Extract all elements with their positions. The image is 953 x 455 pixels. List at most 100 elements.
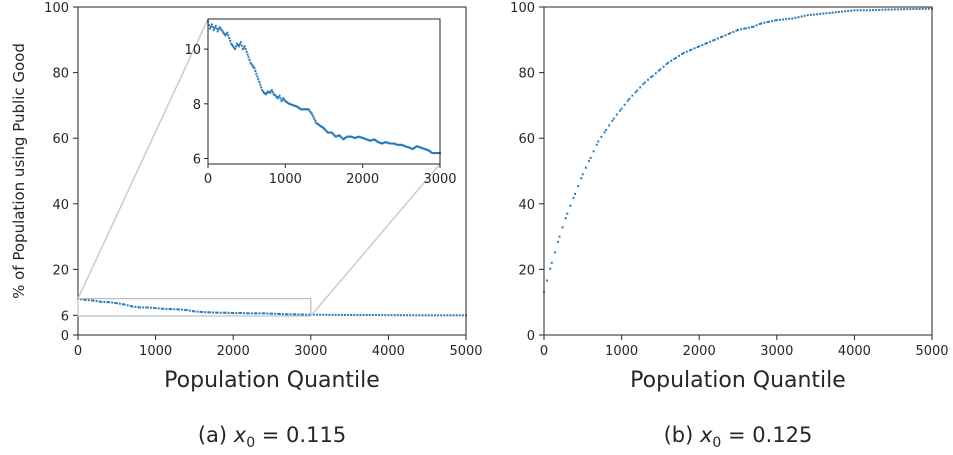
inset-data-point [237, 45, 240, 48]
panel-b-data-point [856, 9, 859, 12]
inset-data-point [282, 97, 285, 100]
inset-data-point [339, 135, 342, 138]
panel-b-data-point [716, 37, 719, 40]
panel-b-data-point [688, 49, 691, 52]
panel-a-ytick-label: 0 [61, 329, 69, 344]
panel-b-data-point [553, 251, 556, 254]
panel-a-xtick-label: 0 [74, 344, 82, 359]
inset-data-point [213, 26, 216, 29]
caption-b-eq: = 0.125 [721, 423, 812, 447]
panel-a-data-point [343, 313, 346, 316]
inset-data-point [244, 48, 247, 51]
panel-b-data-point [634, 91, 637, 94]
panel-a-data-point [316, 313, 319, 316]
inset-data-point [254, 69, 257, 72]
panel-a-data-point [412, 314, 415, 317]
panel-a-data-point [239, 312, 242, 315]
panel-b-data-point [631, 94, 634, 97]
panel-a-data-point [250, 312, 253, 315]
panel-a-data-point [312, 313, 315, 316]
panel-b-data-point [744, 27, 747, 30]
panel-a-data-point [145, 306, 148, 309]
panel-b-data-point [782, 18, 785, 21]
panel-b-data-point [822, 12, 825, 15]
panel-b-data-point [763, 21, 766, 24]
panel-a-data-point [92, 299, 95, 302]
inset-data-point [255, 72, 258, 75]
panel-b-data-point [837, 10, 840, 13]
panel-a-data-point [297, 313, 300, 316]
panel-a-data-point [154, 307, 157, 310]
inset-data-point [239, 41, 242, 44]
inset-data-point [218, 26, 221, 29]
inset-data-point [338, 134, 341, 137]
panel-a-data-point [381, 314, 384, 317]
panel-a-data-point [149, 306, 152, 309]
panel-a-ytick-label: 20 [52, 263, 69, 278]
inset-data-point [274, 94, 277, 97]
panel-b-ytick-label: 100 [510, 1, 535, 16]
panel-b-data-point [682, 51, 685, 54]
panel-a-ytick-label: 60 [52, 132, 69, 147]
caption-a-sub: 0 [246, 435, 255, 451]
panel-a-data-point [122, 303, 125, 306]
panel-a-data-point [180, 308, 183, 311]
panel-b-data-point [678, 54, 681, 57]
inset-data-point [209, 25, 212, 28]
panel-b-data-point [650, 76, 653, 79]
panel-a-data-point [328, 313, 331, 316]
panel-b-data-point [747, 26, 750, 29]
inset-data-point [227, 34, 230, 37]
inset-data-point [225, 33, 228, 36]
inset-data-point [248, 59, 251, 62]
panel-a-data-point [365, 313, 368, 316]
panel-a-data-point [219, 311, 222, 314]
panel-b-data-point [639, 86, 642, 89]
inset-data-point [257, 78, 260, 81]
panel-a-data-point [449, 314, 452, 317]
panel-b-data-point [670, 59, 673, 62]
panel-a-data-point [193, 310, 196, 313]
inset-data-point [208, 27, 211, 30]
panel-b-data-point [549, 267, 552, 270]
panel-a-data-point [168, 308, 171, 311]
panel-b-xlabel: Population Quantile [630, 368, 846, 393]
panel-a-zoom-indicator [77, 18, 441, 317]
inset-data-point [333, 134, 336, 137]
panel-a-data-point [281, 313, 284, 316]
panel-a-data-point [261, 312, 264, 315]
panel-a-data-point [331, 313, 334, 316]
panel-b-data-point [727, 32, 730, 35]
panel-a-data-point [396, 314, 399, 317]
panel-b-data-point [797, 16, 800, 19]
panel-a-xtick-label: 2000 [217, 344, 250, 359]
panel-b-data-point [750, 26, 753, 29]
panel-b-ticks: 0 1000 2000 3000 4000 5000 0 20 40 60 80 100 [510, 1, 948, 359]
panel-b-data-point [651, 74, 654, 77]
inset-data-point [236, 42, 238, 45]
panel-a-data-point [393, 314, 396, 317]
panel-b-data-point [809, 13, 812, 16]
inset-data-point [340, 136, 343, 139]
panel-b-data-point [580, 177, 583, 180]
panel-a-data-point [212, 311, 215, 314]
panel-a-data-point [452, 314, 455, 317]
inset-data-point [307, 108, 310, 111]
panel-b-ytick-label: 40 [518, 198, 535, 213]
panel-b-ytick-label: 0 [527, 329, 535, 344]
inset-data-point [220, 28, 223, 31]
inset-data-point [323, 127, 325, 130]
panel-b-data-point [819, 12, 822, 15]
panel-b-data-point [693, 47, 696, 50]
panel-b-data-point [685, 50, 688, 53]
panel-a-data-point [440, 314, 443, 317]
panel-a-data-point [443, 314, 446, 317]
panel-b-xtick-label: 0 [540, 344, 548, 359]
panel-a-data-point [106, 301, 109, 304]
inset-data-point [216, 30, 219, 33]
inset-data-point [219, 27, 222, 30]
panel-a-data-point [165, 307, 168, 310]
panel-b-data-point [620, 107, 623, 110]
panel-b-data-point [698, 45, 701, 48]
